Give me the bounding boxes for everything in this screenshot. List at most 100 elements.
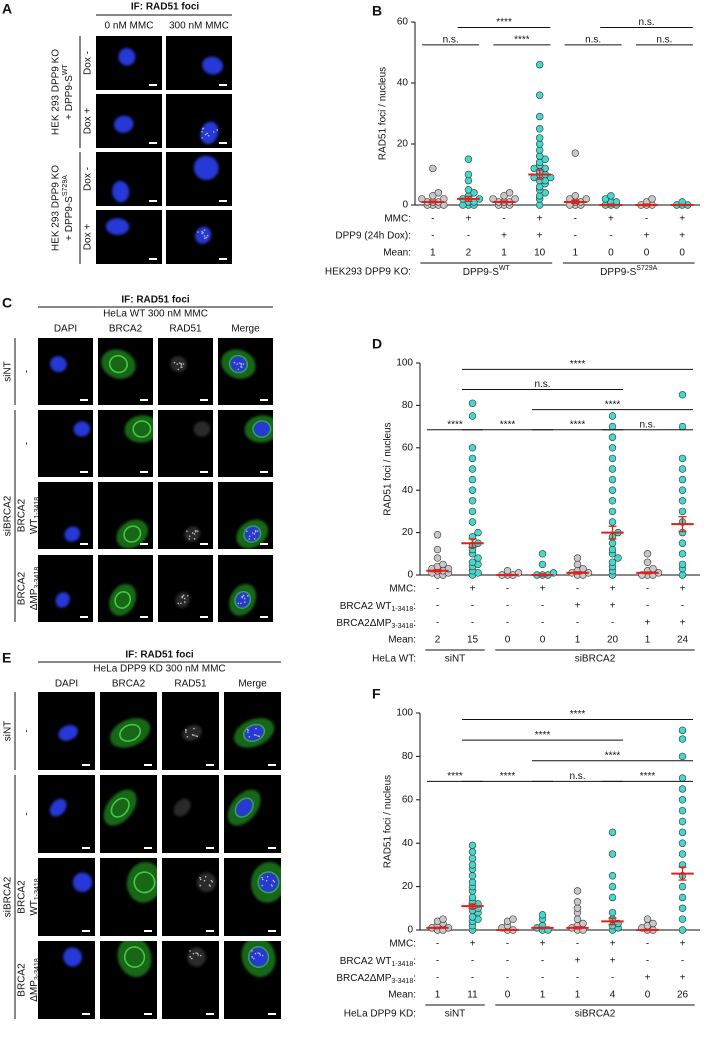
label-part: WT xyxy=(29,900,40,916)
group-label: siBRCA2 xyxy=(575,654,616,665)
row-label: WT1-3418 xyxy=(29,878,41,915)
column-header: DAPI xyxy=(54,324,77,335)
label-part: : xyxy=(413,601,416,612)
data-point xyxy=(643,915,652,923)
data-point xyxy=(468,399,477,407)
sig-label: **** xyxy=(447,419,463,430)
data-point xyxy=(433,554,442,562)
cell-body xyxy=(101,349,136,379)
row-mark: - xyxy=(681,956,684,967)
row-mark: - xyxy=(436,939,439,950)
column-header: 300 nM MMC xyxy=(169,21,229,32)
image-content xyxy=(101,349,136,379)
focus xyxy=(204,875,207,878)
micrograph xyxy=(38,692,95,770)
data-point xyxy=(678,785,687,793)
focus xyxy=(182,363,185,365)
group-label: DPP9-SS729A xyxy=(600,265,657,278)
data-point xyxy=(468,861,477,869)
focus xyxy=(173,361,176,364)
label-part: BRCA2ΔMP xyxy=(336,973,391,984)
data-point xyxy=(535,152,544,160)
focus xyxy=(199,878,202,881)
micrograph xyxy=(38,482,93,549)
image-content xyxy=(109,584,137,616)
row-label: - xyxy=(22,442,33,445)
nucleus xyxy=(58,725,78,741)
label-part: WT xyxy=(499,265,511,272)
mean-value: 24 xyxy=(677,635,689,646)
panel-letter: D xyxy=(372,336,382,352)
focus xyxy=(248,735,251,738)
row-label: MMC: xyxy=(389,939,416,950)
focus xyxy=(248,538,251,540)
data-point xyxy=(468,558,477,566)
data-point xyxy=(678,735,687,743)
data-point xyxy=(573,560,582,569)
data-point xyxy=(573,887,582,895)
error-bar xyxy=(678,516,687,533)
data-point xyxy=(571,149,580,157)
row-mark: - xyxy=(506,939,509,950)
row-mark: + xyxy=(575,601,581,612)
nucleus-faint xyxy=(187,947,206,967)
focus xyxy=(201,232,203,235)
label-part: DPP9-S xyxy=(600,267,636,278)
cell-body xyxy=(126,861,157,903)
nuclear-rim xyxy=(110,797,130,818)
row-mark: + xyxy=(466,214,472,225)
data-point xyxy=(535,201,544,209)
micrograph xyxy=(100,692,157,770)
row-mark: - xyxy=(471,618,474,629)
image-content xyxy=(250,861,281,903)
image-content xyxy=(109,718,151,748)
group-label: HEK 293 DPP9 KO xyxy=(51,49,62,135)
panel-letter: B xyxy=(372,3,382,19)
row-label: BRCA2 xyxy=(17,571,28,605)
nucleus xyxy=(249,947,268,967)
mean-value: 0 xyxy=(644,248,650,259)
nucleus xyxy=(63,947,82,967)
y-axis-label: RAD51 foci / nucleus xyxy=(383,422,394,515)
focus xyxy=(261,954,264,957)
row-label: Mean: xyxy=(383,248,411,259)
y-tick-label: 60 xyxy=(402,442,414,453)
micrograph xyxy=(38,555,93,622)
focus xyxy=(241,596,244,599)
data-point xyxy=(573,554,582,562)
image-content xyxy=(103,789,137,826)
mean-value: 4 xyxy=(610,990,616,1001)
data-point xyxy=(500,192,508,200)
image-content xyxy=(105,218,130,235)
label-part: : xyxy=(413,973,416,984)
focus xyxy=(184,601,186,603)
focus xyxy=(196,735,199,738)
data-point xyxy=(439,560,447,569)
data-point xyxy=(678,486,687,494)
focus xyxy=(204,237,206,239)
focus xyxy=(254,952,257,955)
sig-label: **** xyxy=(500,771,516,782)
data-point xyxy=(678,817,687,826)
image-content xyxy=(73,421,91,437)
sig-label: n.s. xyxy=(656,35,672,46)
column-header: 0 nM MMC xyxy=(105,21,154,32)
sig-label: **** xyxy=(514,35,530,46)
row-mark: + xyxy=(501,231,507,242)
row-mark: + xyxy=(679,214,685,225)
focus xyxy=(199,954,202,957)
image-content xyxy=(116,519,149,549)
nuclear-rim xyxy=(234,590,252,609)
nucleus xyxy=(64,526,81,542)
data-point xyxy=(535,60,544,69)
row-mark: - xyxy=(681,601,684,612)
error-bar xyxy=(538,573,547,577)
label-part: 1-3418 xyxy=(391,606,413,613)
micrograph xyxy=(162,775,219,853)
data-point xyxy=(538,911,547,919)
data-point xyxy=(608,908,617,917)
nucleus xyxy=(49,798,67,817)
column-header: RAD51 xyxy=(169,324,202,335)
image-background xyxy=(158,555,213,622)
